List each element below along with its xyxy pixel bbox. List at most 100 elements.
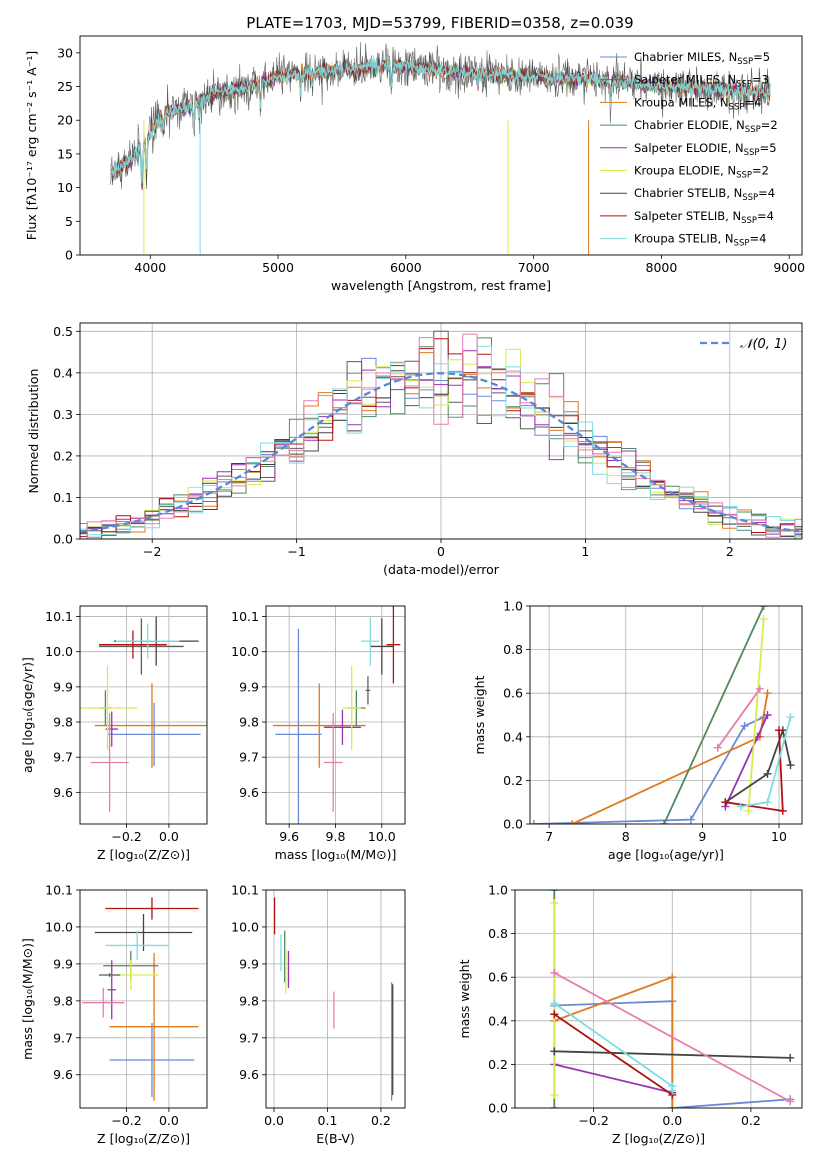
y-tick-label: 10.0 [45, 644, 73, 659]
data-marker [550, 999, 559, 1008]
y-tick-label: 0.5 [53, 324, 73, 339]
y-tick-label: 9.8 [239, 993, 259, 1008]
mass-weight-vs-Z-plot-area [550, 890, 795, 1108]
y-tick-label: 10 [57, 180, 73, 195]
y-tick-label: 9.7 [53, 750, 73, 765]
y-tick-label: 9.6 [239, 785, 259, 800]
spectrum-plot-area [110, 41, 771, 255]
axes-frame [529, 605, 803, 825]
y-tick-label: 9.8 [53, 715, 73, 730]
y-axis-label: Normed distribution [26, 369, 41, 494]
y-tick-label: 0 [65, 248, 73, 263]
y-tick-label: 9.9 [239, 679, 259, 694]
y-tick-label: 9.6 [239, 1067, 259, 1082]
x-tick-label: −0.2 [578, 1113, 608, 1128]
normal-reference-curve [80, 372, 800, 533]
y-tick-label: 9.7 [53, 1030, 73, 1045]
errorbar-point [275, 628, 322, 824]
y-tick-label: 0.4 [53, 365, 73, 380]
legend-entry: 𝒩(0, 1) [740, 337, 787, 352]
x-tick-label: 0.0 [159, 829, 179, 844]
y-tick-label: 1.0 [488, 883, 508, 898]
y-tick-label: 0.2 [53, 448, 73, 463]
x-tick-label: −2 [143, 544, 161, 559]
x-tick-label: 4000 [134, 260, 166, 275]
residuals-chart: −2 −1 0 1 2 0.0 0.1 0.2 0.3 0.4 0.5 (data-model)/er… [26, 322, 803, 577]
y-tick-label: 10.1 [231, 609, 259, 624]
y-tick-label: 0.6 [488, 970, 508, 985]
y-tick-label: 0.4 [503, 729, 523, 744]
data-marker [721, 798, 730, 807]
x-axis-label: wavelength [Angstrom, rest frame] [331, 278, 551, 293]
y-tick-label: 0.1 [53, 490, 73, 505]
axes-frame [514, 889, 803, 1109]
data-marker [759, 615, 768, 624]
y-tick-label: 9.7 [239, 750, 259, 765]
y-tick-label: 0.2 [488, 1057, 508, 1072]
spectrum-legend: Chabrier MILES, NSSP=5 Salpeter MILES, NS… [600, 50, 778, 249]
y-tick-label: 9.7 [239, 1030, 259, 1045]
y-axis-label: mass weight [457, 959, 472, 1038]
x-tick-label: 9.8 [326, 829, 346, 844]
y-axis-label: mass [log₁₀(M/M⊙)] [20, 938, 35, 1060]
x-tick-label: 0.0 [662, 1113, 682, 1128]
x-tick-label: 8000 [646, 260, 678, 275]
legend-entry: Kroupa STELIB, NSSP=4 [634, 232, 766, 249]
y-tick-label: 9.6 [53, 1067, 73, 1082]
mass-vs-Z-plot-area [82, 897, 199, 1101]
axes-frame [265, 889, 406, 1109]
x-tick-label: 8 [622, 829, 630, 844]
x-tick-label: 0.2 [741, 1113, 761, 1128]
axes-frame [79, 35, 803, 256]
errorbar-point [105, 897, 199, 920]
mass-weight-series [736, 713, 795, 811]
y-tick-label: 20 [57, 113, 73, 128]
x-tick-label: 9000 [773, 260, 805, 275]
data-marker [668, 1086, 677, 1095]
data-marker [763, 769, 772, 778]
x-tick-label: 1 [581, 544, 589, 559]
mass-weight-series [713, 684, 764, 752]
x-axis-label: Z [log₁₀(Z/Z⊙)] [97, 847, 190, 862]
spectrum-chart: 4000 5000 6000 7000 8000 9000 0 5 10 15 20 25 30 wave… [24, 35, 805, 293]
age-vs-mass-chart: 9.6 9.8 10.0 9.6 9.7 9.8 9.9 10.0 10.1 mass [log₁… [231, 605, 406, 862]
data-marker [740, 721, 749, 730]
legend-entry: Chabrier MILES, NSSP=5 [634, 50, 770, 67]
data-marker [568, 820, 577, 824]
errorbar-point [99, 618, 184, 675]
y-tick-label: 9.8 [239, 715, 259, 730]
histogram-series [80, 350, 802, 536]
y-tick-label: 30 [57, 45, 73, 60]
y-tick-label: 0.2 [503, 773, 523, 788]
x-tick-label: 6000 [390, 260, 422, 275]
mass-weight-series [660, 606, 768, 824]
mass-vs-EBV-chart: 0.0 0.1 0.2 9.6 9.7 9.8 9.9 10.0 10.1 E(B-V) [231, 883, 406, 1146]
errorbar-point [323, 709, 361, 745]
y-tick-label: 10.0 [231, 919, 259, 934]
x-axis-label: age [log₁₀(age/yr)] [608, 847, 724, 862]
axes-frame [79, 605, 208, 825]
errorbar-point [99, 973, 121, 977]
y-tick-label: 0.8 [503, 642, 523, 657]
x-tick-label: −0.2 [111, 1113, 141, 1128]
data-marker [550, 1047, 559, 1056]
spectrum-line [110, 55, 771, 184]
y-tick-label: 25 [57, 79, 73, 94]
mass-weight-series [550, 999, 677, 1095]
y-tick-label: 9.9 [239, 956, 259, 971]
x-axis-label: Z [log₁₀(Z/Z⊙)] [97, 1131, 190, 1146]
legend-entry: Salpeter MILES, NSSP=3 [634, 73, 769, 90]
y-tick-label: 9.9 [53, 679, 73, 694]
y-tick-label: 0.3 [53, 407, 73, 422]
y-tick-label: 0.6 [503, 686, 523, 701]
x-tick-label: −0.2 [111, 829, 141, 844]
data-marker [775, 726, 784, 735]
x-axis-label: Z [log₁₀(Z/Z⊙)] [612, 1131, 705, 1146]
x-tick-label: −1 [287, 544, 305, 559]
y-axis-label: mass weight [472, 675, 487, 754]
errorbar-point [82, 987, 125, 1018]
data-marker [763, 711, 772, 719]
data-marker [550, 899, 559, 908]
data-marker [755, 684, 764, 693]
data-marker [686, 815, 695, 824]
